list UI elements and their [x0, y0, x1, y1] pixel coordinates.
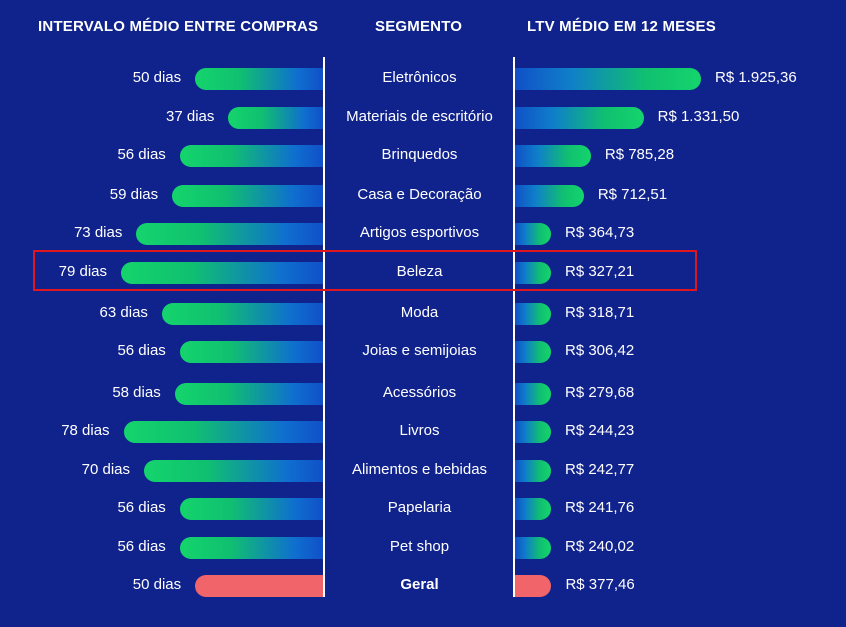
segment-label: Brinquedos [381, 146, 458, 163]
ltv-bar [515, 383, 551, 405]
chart-row: 63 dias Moda R$ 318,71 [0, 294, 846, 332]
ltv-value-label: R$ 244,23 [565, 422, 635, 439]
segment-label: Moda [400, 304, 439, 321]
interval-value-label: 73 dias [73, 224, 123, 241]
interval-bar [195, 575, 323, 597]
ltv-value-label: R$ 364,73 [565, 224, 635, 241]
ltv-bar [515, 498, 551, 520]
segment-label: Eletrônicos [382, 69, 457, 86]
interval-value-label: 37 dias [166, 108, 215, 125]
interval-value-label: 63 dias [99, 304, 148, 321]
interval-value-label: 70 dias [81, 461, 131, 478]
chart-row: 73 dias Artigos esportivos R$ 364,73 [0, 214, 846, 252]
interval-bar [179, 498, 323, 520]
right-column-header: LTV MÉDIO EM 12 MESES [527, 18, 716, 35]
interval-value-label: 79 dias [58, 263, 107, 280]
chart-row: 59 dias Casa e Decoração R$ 712,51 [0, 176, 846, 214]
interval-bar [195, 68, 323, 90]
ltv-value-label: R$ 306,42 [565, 342, 635, 359]
ltv-bar [515, 107, 644, 129]
chart-row: 37 dias Materiais de escritório R$ 1.331,5… [0, 98, 846, 136]
ltv-bar [515, 460, 551, 482]
segment-label: Artigos esportivos [359, 224, 480, 241]
interval-bar [121, 262, 323, 284]
interval-value-label: 58 dias [112, 384, 161, 401]
ltv-bar [515, 303, 551, 325]
left-column-header: INTERVALO MÉDIO ENTRE COMPRAS [38, 18, 319, 35]
interval-bar [228, 107, 323, 129]
ltv-bar [515, 421, 551, 443]
chart-row: 78 dias Livros R$ 244,23 [0, 412, 846, 450]
interval-value-label: 50 dias [132, 69, 182, 86]
ltv-bar [515, 575, 552, 597]
segment-label: Papelaria [387, 499, 452, 516]
ltv-value-label: R$ 1.331,50 [657, 108, 740, 125]
segment-label: Livros [399, 422, 440, 439]
ltv-bar [515, 145, 591, 167]
segment-label: Pet shop [389, 538, 450, 555]
ltv-value-label: R$ 377,46 [565, 576, 635, 593]
interval-value-label: 56 dias [117, 342, 166, 359]
segment-label: Joias e semijoias [362, 342, 477, 359]
ltv-value-label: R$ 279,68 [565, 384, 635, 401]
ltv-value-label: R$ 785,28 [604, 146, 675, 163]
interval-bar [179, 145, 323, 167]
chart-row: 56 dias Papelaria R$ 241,76 [0, 489, 846, 527]
segment-label: Geral [400, 576, 439, 593]
left-divider-line [323, 57, 325, 597]
segment-column-header: SEGMENTO [375, 18, 463, 35]
ltv-value-label: R$ 327,21 [565, 263, 635, 280]
chart-row: 56 dias Brinquedos R$ 785,28 [0, 136, 846, 174]
segment-label: Acessórios [382, 384, 457, 401]
chart-row: 79 dias Beleza R$ 327,21 [0, 253, 846, 291]
interval-value-label: 56 dias [117, 499, 166, 516]
chart-row: 50 dias Eletrônicos R$ 1.925,36 [0, 59, 846, 97]
interval-bar [136, 223, 323, 245]
ltv-bar [515, 341, 551, 363]
interval-bar [179, 341, 323, 363]
ltv-bar [515, 537, 551, 559]
chart-row: 56 dias Joias e semijoias R$ 306,42 [0, 332, 846, 370]
ltv-bar [515, 185, 584, 207]
interval-value-label: 59 dias [109, 186, 159, 203]
ltv-value-label: R$ 242,77 [565, 461, 635, 478]
interval-bar [174, 383, 323, 405]
right-divider-line [513, 57, 515, 597]
interval-bar [144, 460, 323, 482]
interval-bar [161, 303, 323, 325]
interval-value-label: 56 dias [117, 538, 166, 555]
segment-label: Materiais de escritório [346, 108, 493, 125]
chart-row: 56 dias Pet shop R$ 240,02 [0, 528, 846, 566]
ltv-value-label: R$ 318,71 [565, 304, 635, 321]
ltv-bar [515, 68, 701, 90]
ltv-value-label: R$ 1.925,36 [715, 69, 797, 86]
ltv-value-label: R$ 712,51 [597, 186, 668, 203]
chart-row: 58 dias Acessórios R$ 279,68 [0, 374, 846, 412]
chart-row: 70 dias Alimentos e bebidas R$ 242,77 [0, 451, 846, 489]
highlight-box [33, 250, 697, 291]
ltv-bar [515, 262, 551, 284]
interval-bar [123, 421, 323, 443]
chart-row: 50 dias Geral R$ 377,46 [0, 566, 846, 604]
interval-bar [172, 185, 323, 207]
interval-value-label: 56 dias [117, 146, 166, 163]
interval-bar [179, 537, 323, 559]
ltv-value-label: R$ 240,02 [565, 538, 635, 555]
ltv-bar [515, 223, 551, 245]
segment-label: Beleza [396, 263, 443, 280]
segment-label: Casa e Decoração [357, 186, 482, 203]
interval-value-label: 78 dias [61, 422, 110, 439]
ltv-value-label: R$ 241,76 [565, 499, 635, 516]
segment-label: Alimentos e bebidas [351, 461, 488, 478]
interval-value-label: 50 dias [132, 576, 182, 593]
